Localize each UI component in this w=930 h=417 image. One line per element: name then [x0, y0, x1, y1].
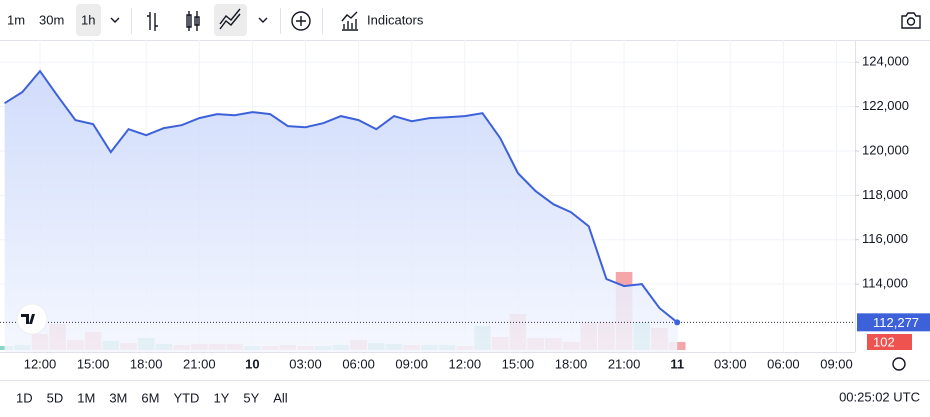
- range-button[interactable]: 3M: [109, 390, 127, 405]
- compare-plus: [296, 16, 306, 26]
- clock: 00:25:02 UTC: [839, 389, 920, 404]
- screenshot-lens: [906, 17, 916, 26]
- x-tick-label: 11: [670, 356, 684, 371]
- area-icon[interactable]: [219, 8, 241, 30]
- interval-selected-bg: [76, 4, 101, 36]
- x-tick-label: 06:00: [767, 356, 800, 371]
- x-tick-label: 09:00: [395, 356, 428, 371]
- interval-dropdown[interactable]: [110, 17, 120, 23]
- plot: 114,000 116,000 118,000 120,000 122,000 124,0…: [0, 40, 930, 371]
- chart-type-dropdown[interactable]: [258, 17, 268, 23]
- price-line: [4, 69, 678, 324]
- screenshot-icon[interactable]: [901, 12, 921, 29]
- y-tick-label: 114,000: [862, 276, 908, 291]
- x-tick-label: 12:00: [449, 356, 482, 371]
- candles-icon[interactable]: [186, 11, 200, 31]
- range-button[interactable]: All: [273, 390, 288, 405]
- y-tick-label: 116,000: [862, 231, 908, 246]
- indicators-icon[interactable]: [341, 11, 358, 31]
- bars-icon[interactable]: [147, 12, 158, 31]
- x-tick-label: 09:00: [820, 356, 853, 371]
- x-tick-label: 10: [245, 356, 259, 371]
- range-button[interactable]: 6M: [141, 390, 159, 405]
- range-button[interactable]: YTD: [173, 390, 199, 405]
- x-tick-label: 03:00: [714, 356, 747, 371]
- range-button[interactable]: 5Y: [243, 390, 259, 405]
- x-tick-label: 18:00: [555, 356, 588, 371]
- x-tick-label: 21:00: [608, 356, 641, 371]
- settings-icon[interactable]: [892, 357, 906, 371]
- last-point: [674, 319, 681, 326]
- last-price-tag: [857, 313, 930, 332]
- x-tick-label: 15:00: [502, 356, 535, 371]
- range-button[interactable]: 5D: [47, 390, 64, 405]
- x-tick-label: 12:00: [24, 356, 57, 371]
- area-fill: [4, 71, 678, 352]
- x-tick-label: 18:00: [130, 356, 163, 371]
- y-tick-label: 124,000: [862, 54, 909, 69]
- x-tick-label: 06:00: [342, 356, 375, 371]
- indicators-button[interactable]: Indicators: [367, 12, 424, 27]
- y-tick-label: 120,000: [862, 142, 909, 157]
- last-volume-tag: [867, 334, 912, 350]
- x-tick-label: 03:00: [289, 356, 322, 371]
- interval-button[interactable]: 30m: [39, 12, 64, 27]
- interval-button[interactable]: 1h: [81, 12, 95, 27]
- last-price-label: 112,277: [873, 315, 919, 330]
- range-button[interactable]: 1Y: [213, 390, 229, 405]
- x-tick-label: 21:00: [183, 356, 216, 371]
- compare-icon[interactable]: [291, 11, 311, 31]
- interval-button[interactable]: 1m: [7, 12, 25, 27]
- last-volume-label: 102: [873, 334, 895, 349]
- y-tick-label: 118,000: [862, 187, 908, 202]
- logo: [21, 314, 35, 324]
- range-button[interactable]: 1M: [77, 390, 95, 405]
- x-tick-label: 15:00: [77, 356, 110, 371]
- y-tick-label: 122,000: [862, 98, 909, 113]
- range-button[interactable]: 1D: [16, 390, 33, 405]
